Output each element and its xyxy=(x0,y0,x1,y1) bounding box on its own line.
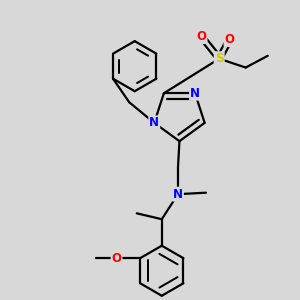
Text: N: N xyxy=(173,188,183,201)
Text: N: N xyxy=(149,116,159,129)
Text: O: O xyxy=(224,33,235,46)
Text: O: O xyxy=(196,30,206,43)
Text: O: O xyxy=(112,252,122,265)
Text: N: N xyxy=(190,87,200,100)
Text: S: S xyxy=(215,52,224,65)
